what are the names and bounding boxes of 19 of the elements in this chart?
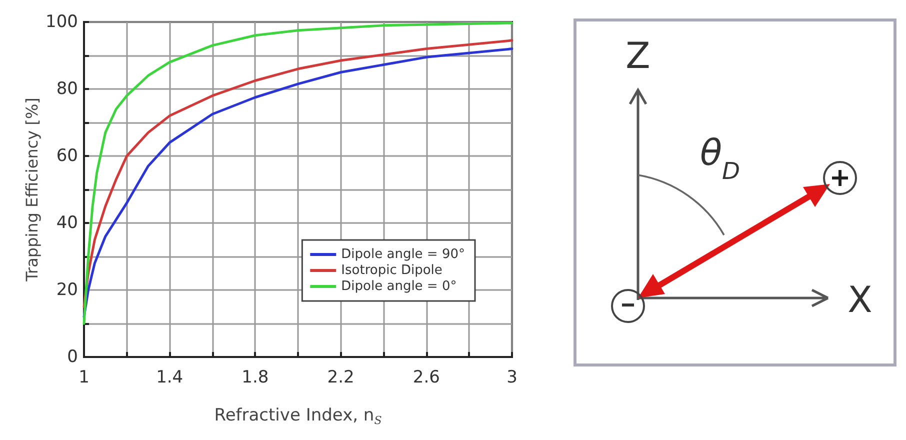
y-tick-label: 60 [56, 146, 78, 166]
x-tick-label: 1.8 [242, 368, 269, 388]
x-tick-label: 1.4 [156, 368, 184, 388]
legend-label: Dipole angle = 90° [341, 247, 466, 262]
y-tick-label: 100 [46, 12, 78, 32]
y-tick-label: 40 [56, 213, 78, 233]
y-tick-label: 80 [56, 79, 78, 99]
x-tick-label: 3 [506, 368, 518, 388]
x-tick-label: 2.2 [327, 368, 354, 388]
text: Z [626, 36, 650, 77]
y-tick-label: 20 [56, 280, 78, 300]
text: X [848, 280, 872, 321]
y-tick-label: 0 [67, 347, 78, 367]
text: θ$_{D}$ [700, 133, 740, 185]
legend-label: Dipole angle = 0° [341, 279, 457, 294]
legend-label: Isotropic Dipole [341, 263, 442, 278]
x-tick-label: 1 [78, 368, 90, 388]
x-tick-label: 2.6 [412, 368, 440, 388]
y-axis-title: Trapping Efficiency [%] [22, 98, 42, 282]
